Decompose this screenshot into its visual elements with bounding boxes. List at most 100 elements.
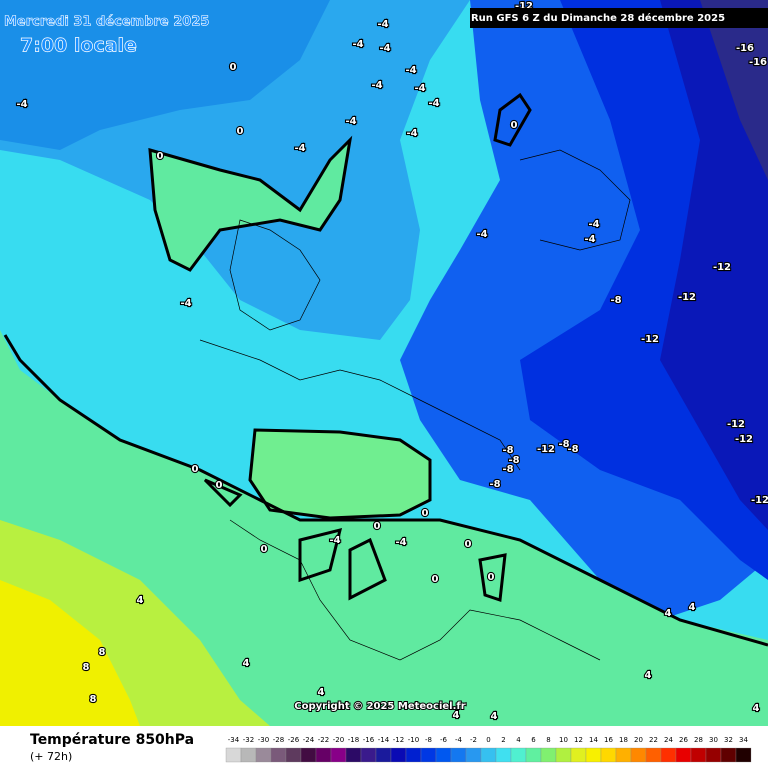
contour-label: -4	[377, 19, 388, 30]
colorbar-swatch	[300, 747, 317, 763]
colorbar-label: -30	[258, 736, 269, 744]
colorbar-swatch	[645, 747, 662, 763]
colorbar-label: 4	[516, 736, 521, 744]
colorbar-label: 20	[634, 736, 643, 744]
contour-label: -4	[180, 298, 191, 309]
colorbar-swatch	[570, 747, 587, 763]
contour-label: -16	[736, 43, 754, 54]
contour-label: -4	[294, 143, 305, 154]
contour-label: -8	[502, 464, 513, 475]
colorbar-label: 18	[619, 736, 628, 744]
contour-label: 0	[216, 480, 223, 491]
map	[0, 0, 768, 726]
contour-label: 4	[137, 595, 144, 606]
contour-label: 0	[237, 126, 244, 137]
run-info: Run GFS 6 Z du Dimanche 28 décembre 2025	[471, 12, 725, 24]
colorbar-swatch	[675, 747, 692, 763]
contour-label: 0	[261, 544, 268, 555]
colorbar-swatch	[345, 747, 362, 763]
contour-label: 0	[511, 120, 518, 131]
colorbar-label: 32	[724, 736, 733, 744]
coastlines	[199, 149, 631, 661]
contour-label: -8	[502, 445, 513, 456]
colorbar-label: -28	[273, 736, 284, 744]
mild-zone	[150, 140, 350, 270]
colorbar-swatch	[585, 747, 602, 763]
colorbar-swatch	[225, 747, 242, 763]
contour-label: 8	[83, 662, 90, 673]
contour-label: -8	[508, 455, 519, 466]
colorbar-swatch	[600, 747, 617, 763]
colorbar-swatch	[420, 747, 437, 763]
contour-label: -8	[558, 439, 569, 450]
colorbar-swatch	[465, 747, 482, 763]
colorbar-swatch	[255, 747, 272, 763]
colorbar-label: 34	[739, 736, 748, 744]
contour-label: 0	[432, 574, 439, 585]
contour-label: 4	[665, 608, 672, 619]
contour-label: -8	[489, 479, 500, 490]
colorbar-swatch	[375, 747, 392, 763]
contour-label: -4	[352, 39, 363, 50]
colorbar-swatch	[525, 747, 542, 763]
mild-zone	[250, 430, 430, 518]
colorbar-swatch	[615, 747, 632, 763]
colorbar-swatch	[240, 747, 257, 763]
colorbar-label: -24	[303, 736, 315, 744]
colorbar-label: 2	[501, 736, 505, 744]
colorbar-label: 24	[664, 736, 673, 744]
contour-label: -12	[678, 292, 696, 303]
cold-zone	[660, 0, 768, 530]
contour-label: -12	[751, 495, 768, 506]
valid-time: 7:00 locale	[20, 35, 137, 57]
colorbar-label: -18	[348, 736, 359, 744]
colorbar-swatch	[690, 747, 707, 763]
colorbar-label: -2	[470, 736, 477, 744]
contour-label: 4	[243, 658, 250, 669]
contour-label: -8	[610, 295, 621, 306]
contour-label: 0	[192, 464, 199, 475]
contour-label: -16	[749, 57, 767, 68]
colorbar-label: 0	[486, 736, 490, 744]
colorbar-swatch	[660, 747, 677, 763]
colorbar-swatch	[705, 747, 722, 763]
contour-label: -4	[428, 98, 439, 109]
colorbar-swatch	[330, 747, 347, 763]
cold-zone	[0, 0, 330, 150]
colorbar-swatch	[360, 747, 377, 763]
contour-label: -12	[727, 419, 745, 430]
contour-label: -12	[713, 262, 731, 273]
colorbar-swatch	[315, 747, 332, 763]
contour-label: -12	[641, 334, 659, 345]
colorbar-swatch	[450, 747, 467, 763]
colorbar-label: -26	[288, 736, 300, 744]
run-banner	[470, 8, 768, 28]
colorbar-label: -4	[455, 736, 463, 744]
colorbar-label: 8	[546, 736, 550, 744]
colorbar-swatch	[555, 747, 572, 763]
colorbar-swatch	[630, 747, 647, 763]
colorbar-swatch	[495, 747, 512, 763]
colorbar-swatch	[720, 747, 737, 763]
contour-label: 0	[157, 151, 164, 162]
contour-label: -4	[406, 128, 417, 139]
contour-label: 0	[488, 572, 495, 583]
contour-label: 4	[491, 711, 498, 722]
footer-title: Température 850hPa	[30, 732, 194, 748]
colorbar-swatch	[270, 747, 287, 763]
contour-label: -12	[735, 434, 753, 445]
colorbar-swatch	[435, 747, 452, 763]
contour-label: -4	[414, 83, 425, 94]
contour-label: 8	[90, 694, 97, 705]
contour-label: 4	[318, 687, 325, 698]
colorbar-label: 26	[679, 736, 688, 744]
contour-label: -4	[329, 535, 340, 546]
colorbar-swatch	[510, 747, 527, 763]
colorbar-swatch	[405, 747, 422, 763]
colorbar-swatch	[390, 747, 407, 763]
contour-label: 4	[645, 670, 652, 681]
cold-zone	[700, 0, 768, 180]
colorbar-label: -6	[440, 736, 448, 744]
colorbar-label: -12	[393, 736, 404, 744]
